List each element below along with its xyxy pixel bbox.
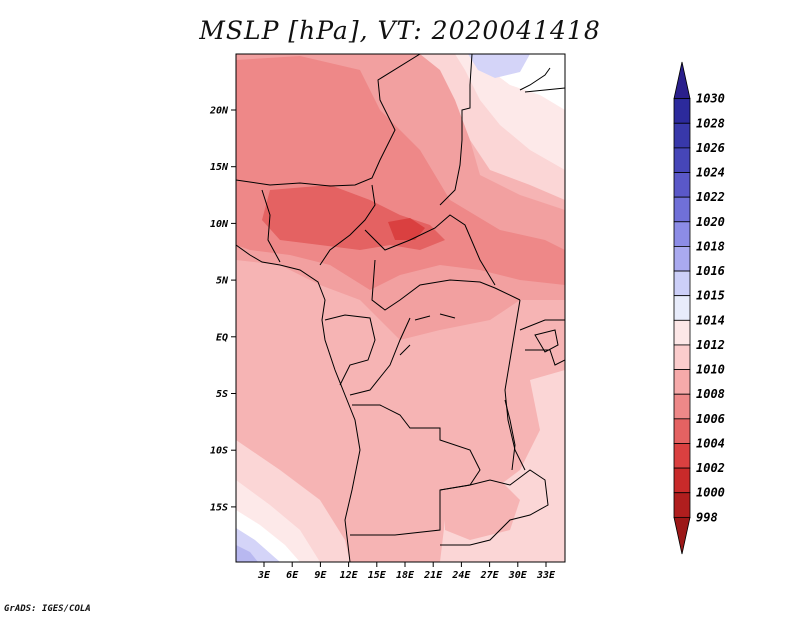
- colorbar-label: 1000: [696, 486, 725, 500]
- border-chad-car: [364, 214, 496, 286]
- lat-label: 20N: [209, 106, 229, 117]
- lake-congo-river: [399, 313, 456, 356]
- colorbar-top-triangle: [673, 61, 691, 100]
- colorbar-label: 1020: [696, 215, 725, 229]
- lat-label: 10N: [210, 219, 229, 230]
- colorbar-label: 1014: [696, 313, 725, 327]
- colorbar-box: [673, 196, 691, 223]
- field-1010-southeast-patch: [445, 480, 520, 540]
- lat-axis: 20N 15N 10N 5N EQ 5S 10S 15S: [209, 106, 236, 513]
- border-angola: [350, 404, 481, 536]
- colorbar-box: [673, 172, 691, 198]
- field-1018-southwest: [236, 545, 258, 562]
- colorbar-label: 1018: [696, 239, 725, 253]
- lon-label: 12E: [340, 570, 359, 581]
- border-sahel: [236, 54, 421, 187]
- colorbar-box: [673, 270, 691, 297]
- colorbar-box: [673, 418, 691, 444]
- colorbar-box: [673, 147, 691, 173]
- colorbar-label: 998: [696, 510, 718, 524]
- colorbar-label: 1008: [696, 387, 725, 401]
- colorbar-label: 1030: [696, 92, 725, 106]
- lat-label: 15S: [210, 502, 228, 513]
- borders: [236, 54, 565, 562]
- coastline-west-africa: [236, 244, 361, 562]
- colorbar-box: [673, 295, 691, 321]
- colorbar-label: 1012: [696, 338, 725, 352]
- lat-label: 15N: [210, 162, 229, 173]
- lon-label: 27E: [480, 570, 500, 581]
- map-frame: [235, 53, 566, 563]
- colorbar-box: [673, 221, 691, 247]
- border-sudan: [439, 54, 473, 206]
- lon-label: 3E: [257, 570, 271, 581]
- pressure-field: [236, 54, 565, 562]
- colorbar-box: [673, 246, 691, 272]
- lon-label: 18E: [396, 570, 415, 581]
- colorbar-box: [673, 319, 691, 346]
- field-1002-spot: [388, 218, 425, 240]
- colorbar-label: 1022: [696, 190, 725, 204]
- border-drc-east: [504, 299, 526, 471]
- colorbar-box: [673, 369, 691, 395]
- lon-axis: 3E 6E 9E 12E 15E 18E 21E 24E 27E 30E 33E: [257, 562, 556, 581]
- credit-label: GrADS: IGES/COLA: [4, 604, 91, 614]
- colorbar-label: 1026: [696, 141, 725, 155]
- coast-red-sea: [519, 67, 565, 93]
- lon-label: 9E: [314, 570, 327, 581]
- colorbar-box: [673, 492, 691, 518]
- colorbar-box: [673, 393, 691, 420]
- lon-label: 6E: [286, 570, 299, 581]
- colorbar-label: 1002: [696, 461, 725, 475]
- border-zambia: [439, 469, 549, 546]
- lon-label: 33E: [536, 570, 556, 581]
- border-nigeria: [261, 184, 376, 266]
- page-title: MSLP [hPa], VT: 2020041418: [199, 16, 601, 45]
- colorbar: 1030 1028 1026 1024 1022 1020 1018 1016 1015 1014…: [673, 61, 725, 555]
- border-gabon: [324, 314, 376, 386]
- colorbar-box: [673, 98, 691, 124]
- lake-victoria: [534, 329, 559, 353]
- colorbar-box: [673, 344, 691, 370]
- colorbar-label: 1016: [696, 264, 725, 278]
- colorbar-label: 1004: [696, 436, 725, 450]
- lat-label: EQ: [216, 332, 228, 343]
- colorbar-bottom-triangle: [673, 516, 691, 555]
- colorbar-label: 1010: [696, 363, 725, 377]
- border-east: [519, 319, 565, 366]
- border-congo: [371, 259, 521, 311]
- field-1016-northeast: [468, 54, 530, 78]
- colorbar-label: 1028: [696, 116, 725, 130]
- colorbar-label: 1015: [696, 289, 725, 303]
- colorbar-label: 1024: [696, 166, 725, 180]
- lat-label: 5N: [216, 276, 229, 287]
- colorbar-label: 1006: [696, 412, 725, 426]
- border-drc-west: [349, 317, 411, 396]
- lon-label: 21E: [423, 570, 443, 581]
- colorbar-box: [673, 443, 691, 469]
- colorbar-box: [673, 467, 691, 494]
- lon-label: 30E: [508, 570, 528, 581]
- lon-label: 24E: [451, 570, 471, 581]
- lat-label: 5S: [216, 389, 228, 400]
- lat-label: 10S: [210, 446, 228, 457]
- lake-tanganyika: [504, 399, 516, 471]
- colorbar-box: [673, 122, 691, 149]
- lon-label: 15E: [368, 570, 387, 581]
